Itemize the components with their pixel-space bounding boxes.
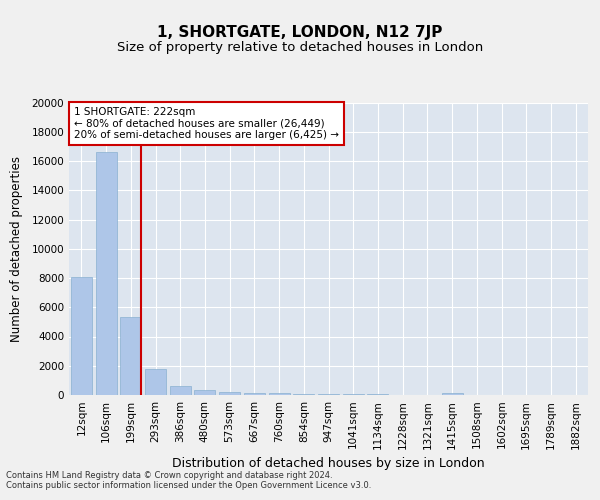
Text: Size of property relative to detached houses in London: Size of property relative to detached ho…	[117, 41, 483, 54]
Bar	[269, 393, 290, 395]
Text: 1 SHORTGATE: 222sqm
← 80% of detached houses are smaller (26,449)
20% of semi-de: 1 SHORTGATE: 222sqm ← 80% of detached ho…	[74, 107, 339, 140]
Bar	[170, 386, 191, 395]
Bar	[145, 370, 166, 395]
Bar	[244, 392, 265, 395]
Bar	[120, 318, 141, 395]
Bar	[442, 393, 463, 395]
Bar	[71, 278, 92, 395]
Bar	[343, 394, 364, 395]
Bar	[219, 392, 240, 395]
Text: Contains public sector information licensed under the Open Government Licence v3: Contains public sector information licen…	[6, 482, 371, 490]
Bar	[318, 394, 339, 395]
X-axis label: Distribution of detached houses by size in London: Distribution of detached houses by size …	[172, 457, 485, 470]
Bar	[293, 394, 314, 395]
Text: Contains HM Land Registry data © Crown copyright and database right 2024.: Contains HM Land Registry data © Crown c…	[6, 472, 332, 480]
Text: 1, SHORTGATE, LONDON, N12 7JP: 1, SHORTGATE, LONDON, N12 7JP	[157, 25, 443, 40]
Bar	[367, 394, 388, 395]
Y-axis label: Number of detached properties: Number of detached properties	[10, 156, 23, 342]
Bar	[194, 390, 215, 395]
Bar	[95, 152, 116, 395]
